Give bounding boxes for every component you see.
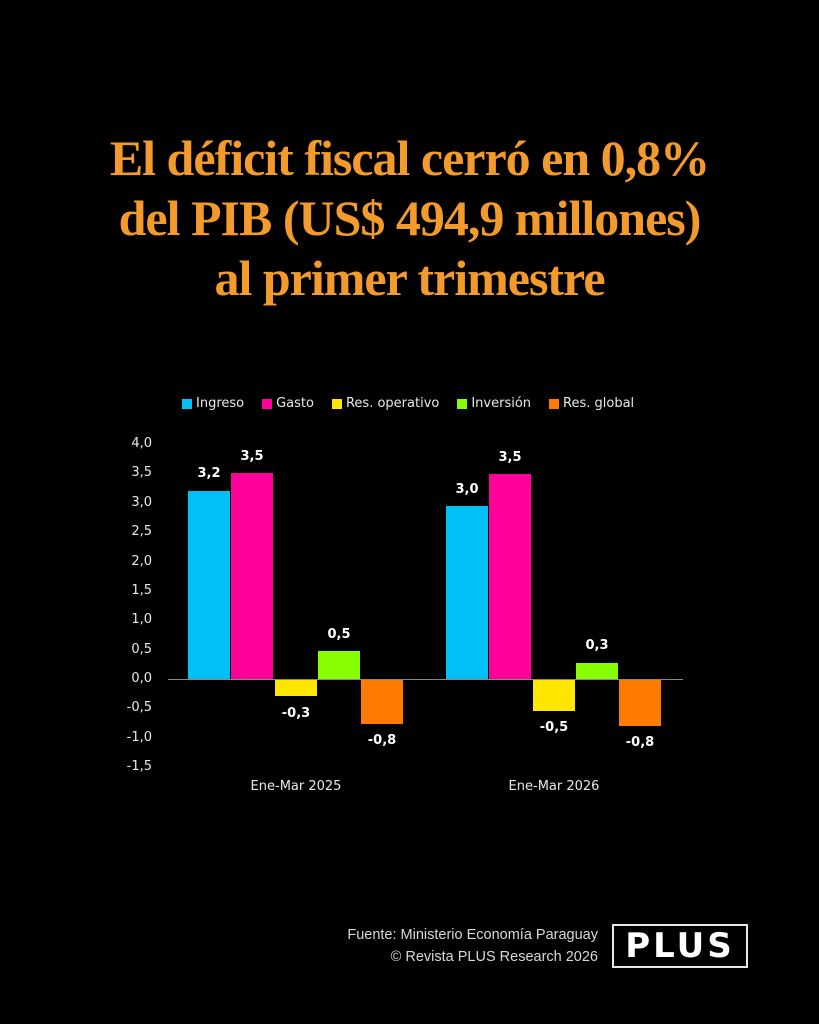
copyright-text: © Revista PLUS Research 2026 [390, 949, 598, 965]
legend-label: Res. operativo [345, 396, 440, 411]
value-label: 3,2 [197, 466, 221, 481]
plus-logo: PLUS [612, 924, 748, 968]
bar-res-operativo-2025 [275, 680, 317, 696]
value-label: -0,8 [367, 733, 397, 748]
legend-label: Gasto [276, 396, 314, 411]
value-label: 0,5 [327, 627, 351, 642]
legend-item-gasto: Gasto [262, 396, 314, 411]
y-tick: -0,5 [126, 700, 152, 715]
y-tick: 2,0 [131, 554, 152, 569]
title-line-3: al primer trimestre [214, 250, 605, 306]
y-tick: -1,0 [126, 730, 152, 745]
value-label: -0,3 [281, 706, 311, 721]
legend-swatch-ingreso [182, 398, 192, 409]
value-label: -0,5 [539, 720, 569, 735]
y-tick: 1,0 [131, 612, 152, 627]
chart-legend: Ingreso Gasto Res. operativo Inversión R… [182, 396, 652, 411]
zero-axis-line [168, 679, 683, 680]
x-category-label: Ene-Mar 2025 [250, 779, 342, 794]
y-tick: 3,0 [131, 495, 152, 510]
value-label: 0,3 [585, 638, 609, 653]
x-category-label: Ene-Mar 2026 [508, 779, 600, 794]
legend-label: Ingreso [196, 396, 245, 411]
bar-inversion-2026 [576, 663, 618, 679]
chart-title: El déficit fiscal cerró en 0,8% del PIB … [0, 128, 819, 308]
value-label: -0,8 [625, 735, 655, 750]
value-label: 3,5 [240, 449, 264, 464]
legend-label: Res. global [563, 396, 635, 411]
title-line-1: El déficit fiscal cerró en 0,8% [109, 130, 710, 186]
y-tick: 0,5 [131, 642, 152, 657]
bar-res-global-2026 [619, 680, 661, 726]
bar-inversion-2025 [318, 651, 360, 679]
y-tick: 0,0 [131, 671, 152, 686]
legend-item-inversion: Inversión [457, 396, 531, 411]
value-label: 3,0 [455, 482, 479, 497]
bar-gasto-2025 [231, 473, 273, 679]
y-tick: 1,5 [131, 583, 152, 598]
legend-swatch-gasto [262, 398, 273, 409]
source-text: Fuente: Ministerio Economía Paraguay [347, 927, 598, 943]
legend-swatch-res-operativo [331, 398, 342, 409]
bar-gasto-2026 [489, 474, 531, 679]
legend-swatch-inversion [457, 398, 468, 409]
y-tick: 2,5 [131, 524, 152, 539]
bar-ingreso-2026 [446, 506, 488, 679]
title-line-2: del PIB (US$ 494,9 millones) [118, 190, 702, 246]
legend-item-res-global: Res. global [549, 396, 634, 411]
y-tick: -1,5 [126, 759, 152, 774]
legend-item-ingreso: Ingreso [182, 396, 244, 411]
legend-label: Inversión [471, 396, 532, 411]
y-tick: 4,0 [131, 436, 152, 451]
y-tick: 3,5 [131, 465, 152, 480]
bar-res-global-2025 [361, 680, 403, 724]
value-label: 3,5 [498, 450, 522, 465]
legend-item-res-operativo: Res. operativo [331, 396, 440, 411]
bar-ingreso-2025 [188, 491, 230, 679]
legend-swatch-res-global [549, 398, 560, 409]
bar-res-operativo-2026 [533, 680, 575, 711]
footer-credits: Fuente: Ministerio Economía Paraguay © R… [347, 924, 598, 968]
